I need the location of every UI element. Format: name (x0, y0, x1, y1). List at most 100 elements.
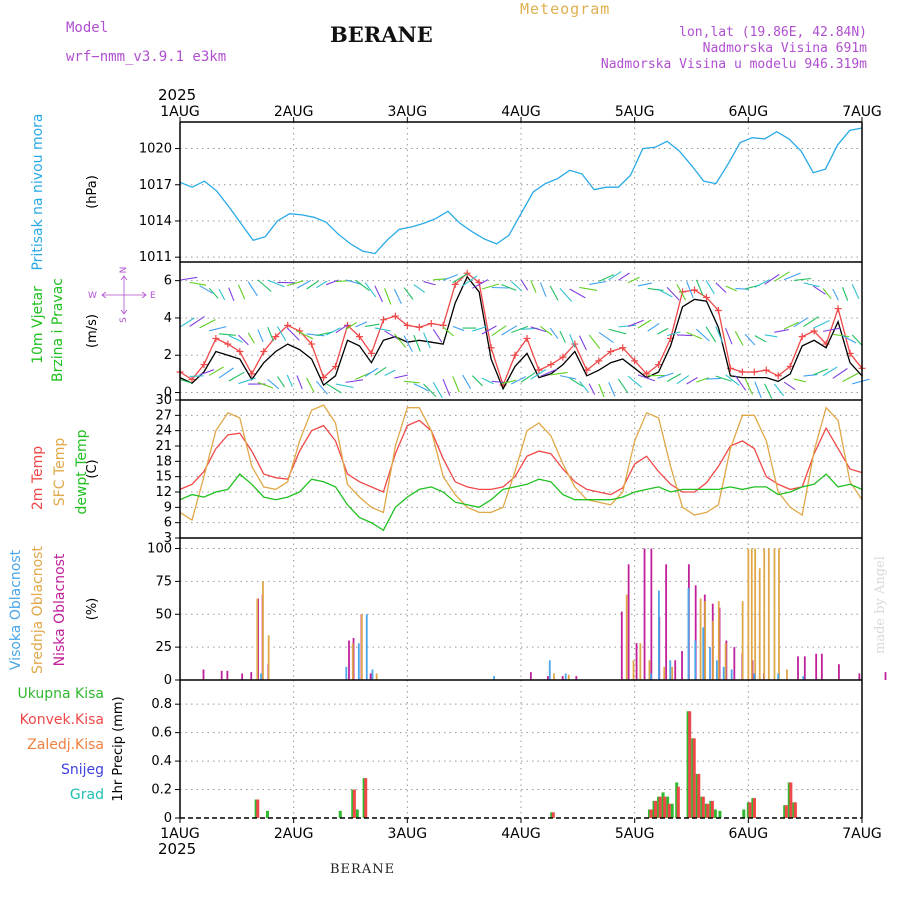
wind-arrow (637, 374, 656, 382)
wind-gust-marker (535, 366, 543, 374)
precip-bar-konvek (663, 796, 667, 818)
wind-arrow (199, 369, 215, 376)
wind-arrow (374, 327, 391, 332)
wind-arrow (842, 372, 859, 383)
cloud-bar-visoka (730, 669, 733, 680)
precip-bar-konvek (784, 805, 788, 818)
pressure-ylabel: (hPa) (85, 175, 100, 209)
wind-arrow (365, 323, 380, 327)
wind-arrow (647, 322, 660, 332)
cloud-title-low: Niska Oblacnost (52, 553, 68, 666)
cloud-bar-niska (202, 669, 205, 680)
top-xtick-label: 2AUG (274, 104, 314, 120)
cloud-bar-visoka (650, 673, 652, 680)
wind-arrow (715, 282, 727, 293)
wind-arrow (851, 334, 862, 346)
wind-arrow (851, 283, 860, 299)
wind-gust-marker (236, 348, 244, 356)
cloud-bar-srednja (625, 594, 628, 680)
cloud-bar-niska (643, 548, 646, 680)
wind-arrow (666, 373, 682, 382)
wind-gust-marker (619, 344, 627, 352)
cloud-bar-visoka (702, 627, 705, 680)
wind-arrow (247, 281, 258, 297)
cloud-bar-niska (369, 673, 372, 680)
wind-arrow (423, 332, 431, 349)
wind-gust-marker (248, 370, 256, 378)
wind-gust-marker (774, 372, 782, 380)
elevation-label: Nadmorska Visina 691m (702, 41, 867, 56)
wind-arrow (579, 381, 589, 393)
compass-north: N (119, 267, 129, 274)
wind-arrow (822, 366, 838, 377)
wind-arrow (257, 279, 272, 292)
cloud-bar-niska (561, 676, 564, 680)
wind-arrow (832, 288, 839, 301)
wind-arrow (472, 325, 488, 332)
wind-arrow (754, 279, 770, 288)
cloud-bar-srednja (758, 568, 761, 680)
wind-arrow (774, 271, 790, 282)
cloud-bar-srednja (567, 674, 570, 680)
wind-gust-marker (547, 361, 555, 369)
precip-bar-konvek (654, 800, 658, 818)
cloud-bar-srednja (750, 548, 753, 680)
cloud-bar-srednja (712, 620, 714, 680)
pressure-ytick-label: 1020 (139, 142, 172, 157)
precip-bar-ukupna (254, 799, 258, 818)
wind-arrow (666, 331, 681, 337)
precip-bar-ukupna (266, 810, 270, 818)
wind-arrow (540, 368, 558, 377)
wind-arrow (404, 380, 420, 384)
wind-arrow (783, 321, 799, 330)
temperature-ytick-label: 27 (155, 408, 172, 423)
wind-arrow (199, 319, 216, 329)
wind-arrow (657, 327, 669, 335)
wind-arrow (325, 383, 342, 394)
cloud-bar-niska (635, 643, 638, 680)
pressure-ytick-label: 1014 (139, 214, 172, 229)
precip-bar-konvek (649, 809, 653, 818)
wind-ytick-label: 4 (164, 311, 172, 326)
wind-arrow (393, 333, 407, 348)
wind-arrow (355, 279, 370, 291)
precip-bar-ukupna (550, 812, 554, 818)
cloud-ytick-label: 0 (164, 673, 172, 688)
wind-arrow (725, 328, 733, 345)
wind-arrow (218, 333, 236, 336)
wind-arrow (588, 383, 596, 395)
wind-gust-marker (224, 340, 232, 348)
cloud-bar-visoka (687, 587, 690, 680)
wind-arrow (676, 375, 690, 385)
wind-arrow (345, 279, 362, 285)
wind-arrow (306, 280, 319, 290)
wind-arrow (403, 287, 414, 300)
wind-arrow (715, 326, 724, 344)
temp-title-2m: 2m Temp (30, 446, 46, 510)
cloud-bar-srednja (747, 548, 750, 680)
cloud-bar-niska (733, 647, 736, 680)
wind-arrow (315, 380, 328, 395)
wind-arrow (501, 284, 517, 291)
wind-arrow (549, 285, 559, 301)
wind-arrow (569, 288, 586, 299)
wind-arrow (793, 277, 812, 281)
wind-gust-marker (463, 269, 471, 277)
wind-arrow (316, 280, 328, 289)
wind-arrow (696, 328, 710, 342)
precip-bar-ukupna (351, 789, 355, 818)
wind-arrow (208, 366, 224, 376)
cloud-bar-srednja (763, 548, 766, 680)
wind-arrow (627, 375, 643, 388)
wind-arrow (666, 287, 680, 301)
wind-arrow (413, 383, 430, 392)
wind-arrow (686, 281, 694, 299)
wind-arrow (530, 280, 537, 293)
cloud-bar-visoka (564, 673, 567, 680)
precip-bar-konvek (701, 796, 705, 818)
top-xtick-label: 1AUG (160, 104, 200, 120)
wind-arrow (335, 383, 354, 389)
precip-bar-konvek (676, 786, 680, 818)
cloud-bar-visoka (658, 590, 660, 680)
